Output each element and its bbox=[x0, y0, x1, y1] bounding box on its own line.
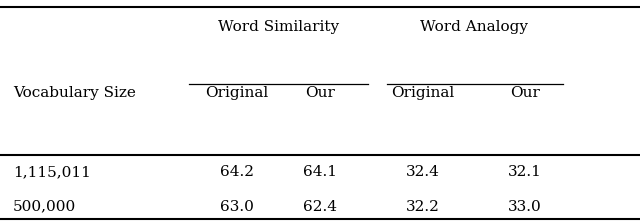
Text: Our: Our bbox=[305, 86, 335, 100]
Text: Word Similarity: Word Similarity bbox=[218, 19, 339, 34]
Text: 64.1: 64.1 bbox=[303, 165, 337, 179]
Text: 33.0: 33.0 bbox=[508, 200, 541, 214]
Text: Original: Original bbox=[391, 86, 454, 100]
Text: Vocabulary Size: Vocabulary Size bbox=[13, 86, 136, 100]
Text: 32.4: 32.4 bbox=[406, 165, 439, 179]
Text: 1,115,011: 1,115,011 bbox=[13, 165, 91, 179]
Text: 64.2: 64.2 bbox=[220, 165, 254, 179]
Text: 500,000: 500,000 bbox=[13, 200, 76, 214]
Text: 32.2: 32.2 bbox=[406, 200, 439, 214]
Text: Word Analogy: Word Analogy bbox=[420, 19, 527, 34]
Text: 63.0: 63.0 bbox=[220, 200, 253, 214]
Text: 32.1: 32.1 bbox=[508, 165, 541, 179]
Text: Original: Original bbox=[205, 86, 268, 100]
Text: 62.4: 62.4 bbox=[303, 200, 337, 214]
Text: Our: Our bbox=[510, 86, 540, 100]
